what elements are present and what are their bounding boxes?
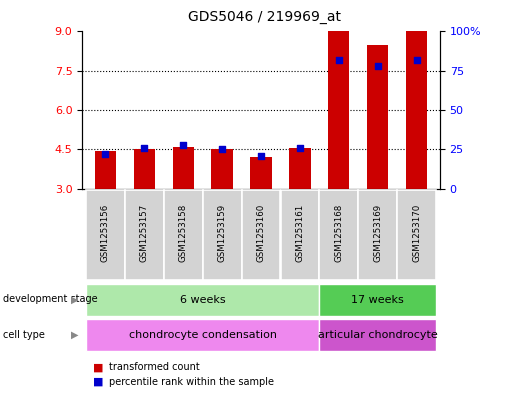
Bar bbox=[367, 44, 388, 189]
Bar bbox=[397, 189, 436, 280]
Point bbox=[257, 152, 266, 159]
Text: GSM1253169: GSM1253169 bbox=[373, 204, 382, 262]
Text: GSM1253170: GSM1253170 bbox=[412, 204, 421, 262]
Bar bbox=[86, 319, 320, 351]
Bar bbox=[86, 189, 125, 280]
Text: ■: ■ bbox=[93, 377, 103, 387]
Point bbox=[101, 151, 110, 157]
Text: 6 weeks: 6 weeks bbox=[180, 295, 225, 305]
Text: ▶: ▶ bbox=[71, 330, 78, 340]
Text: ■: ■ bbox=[93, 362, 103, 373]
Bar bbox=[203, 189, 242, 280]
Bar bbox=[134, 149, 155, 189]
Bar bbox=[280, 189, 319, 280]
Text: GSM1253157: GSM1253157 bbox=[140, 204, 149, 262]
Bar bbox=[211, 149, 233, 189]
Point bbox=[296, 145, 304, 151]
Bar bbox=[250, 157, 272, 189]
Text: transformed count: transformed count bbox=[109, 362, 199, 373]
Point bbox=[374, 63, 382, 69]
Text: GSM1253160: GSM1253160 bbox=[257, 204, 266, 262]
Bar bbox=[95, 151, 116, 189]
Text: GDS5046 / 219969_at: GDS5046 / 219969_at bbox=[189, 10, 341, 24]
Text: percentile rank within the sample: percentile rank within the sample bbox=[109, 377, 273, 387]
Text: GSM1253156: GSM1253156 bbox=[101, 204, 110, 262]
Point bbox=[334, 57, 343, 63]
Bar bbox=[164, 189, 202, 280]
Bar bbox=[358, 189, 397, 280]
Bar bbox=[86, 284, 320, 316]
Text: 17 weeks: 17 weeks bbox=[351, 295, 404, 305]
Bar bbox=[289, 148, 311, 189]
Bar bbox=[320, 284, 436, 316]
Point bbox=[218, 146, 226, 152]
Text: GSM1253159: GSM1253159 bbox=[218, 204, 227, 262]
Text: GSM1253161: GSM1253161 bbox=[295, 204, 304, 262]
Text: cell type: cell type bbox=[3, 330, 45, 340]
Bar bbox=[242, 189, 280, 280]
Point bbox=[412, 57, 421, 63]
Bar bbox=[406, 31, 427, 189]
Text: GSM1253168: GSM1253168 bbox=[334, 204, 343, 262]
Text: development stage: development stage bbox=[3, 294, 98, 305]
Bar bbox=[320, 319, 436, 351]
Bar bbox=[125, 189, 164, 280]
Point bbox=[179, 141, 188, 148]
Point bbox=[140, 145, 148, 151]
Text: articular chondrocyte: articular chondrocyte bbox=[318, 330, 438, 340]
Text: GSM1253158: GSM1253158 bbox=[179, 204, 188, 262]
Bar bbox=[173, 147, 194, 189]
Bar bbox=[320, 189, 358, 280]
Text: ▶: ▶ bbox=[71, 294, 78, 305]
Text: chondrocyte condensation: chondrocyte condensation bbox=[129, 330, 277, 340]
Bar bbox=[328, 31, 349, 189]
